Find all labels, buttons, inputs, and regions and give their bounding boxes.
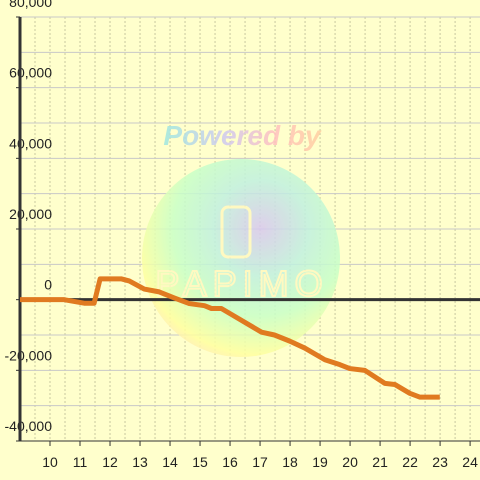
- watermark-icon: [220, 205, 252, 259]
- y-tick-label: 60,000: [9, 65, 52, 81]
- x-tick-label: 15: [192, 454, 208, 470]
- x-tick-label: 17: [252, 454, 268, 470]
- x-tick-label: 22: [402, 454, 418, 470]
- watermark: PAPIMO Powered by: [142, 120, 340, 357]
- y-tick-label: 20,000: [9, 206, 52, 222]
- x-tick-label: 20: [342, 454, 358, 470]
- watermark-logo: PAPIMO: [155, 263, 328, 304]
- x-tick-label: 24: [462, 454, 478, 470]
- x-tick-label: 10: [42, 454, 58, 470]
- axes: 10 11 12 13 14 15 16 17 18 19 20 21 22 23 24 -40,000 -20…: [5, 0, 480, 470]
- x-tick-label: 19: [312, 454, 328, 470]
- x-tick-label: 23: [432, 454, 448, 470]
- x-tick-label: 13: [132, 454, 148, 470]
- y-tick-label: 80,000: [9, 0, 52, 10]
- x-tick-label: 21: [372, 454, 388, 470]
- line-series: [20, 276, 440, 400]
- x-tick-label: 14: [162, 454, 178, 470]
- y-tick-label: -20,000: [5, 347, 53, 363]
- x-tick-label: 12: [102, 454, 118, 470]
- y-tick-label: 40,000: [9, 135, 52, 151]
- x-tick-label: 16: [222, 454, 238, 470]
- x-tick-label: 18: [282, 454, 298, 470]
- y-tick-label: 0: [44, 277, 52, 293]
- x-tick-label: 11: [73, 454, 88, 470]
- watermark-text: Powered by: [163, 120, 322, 151]
- y-tick-label: -40,000: [5, 418, 53, 434]
